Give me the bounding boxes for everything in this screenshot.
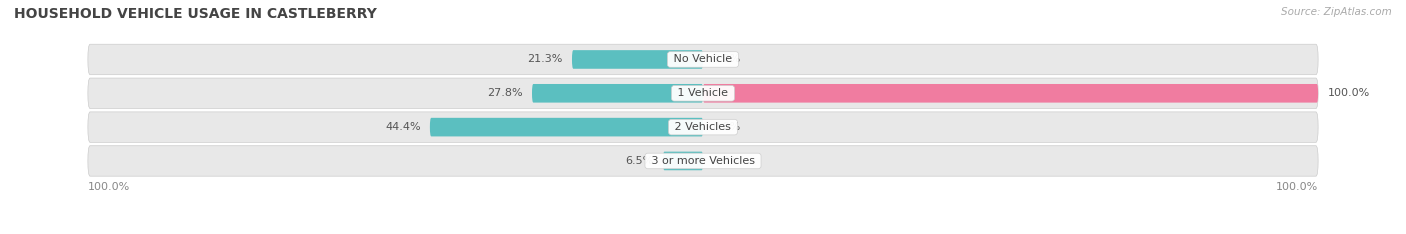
Text: 100.0%: 100.0% <box>1327 88 1369 98</box>
Text: No Vehicle: No Vehicle <box>671 55 735 64</box>
Text: 21.3%: 21.3% <box>527 55 562 64</box>
Legend: Owner-occupied, Renter-occupied: Owner-occupied, Renter-occupied <box>583 231 823 234</box>
FancyBboxPatch shape <box>572 50 703 69</box>
FancyBboxPatch shape <box>87 146 1319 176</box>
FancyBboxPatch shape <box>87 112 1319 142</box>
Text: 27.8%: 27.8% <box>486 88 523 98</box>
Text: 0.0%: 0.0% <box>713 55 741 64</box>
Text: 100.0%: 100.0% <box>87 182 131 192</box>
Text: 2 Vehicles: 2 Vehicles <box>671 122 735 132</box>
FancyBboxPatch shape <box>531 84 703 102</box>
Text: 0.0%: 0.0% <box>713 156 741 166</box>
Text: Source: ZipAtlas.com: Source: ZipAtlas.com <box>1281 7 1392 17</box>
Text: 3 or more Vehicles: 3 or more Vehicles <box>648 156 758 166</box>
FancyBboxPatch shape <box>87 44 1319 75</box>
Text: 44.4%: 44.4% <box>385 122 420 132</box>
Text: HOUSEHOLD VEHICLE USAGE IN CASTLEBERRY: HOUSEHOLD VEHICLE USAGE IN CASTLEBERRY <box>14 7 377 21</box>
Text: 1 Vehicle: 1 Vehicle <box>675 88 731 98</box>
Text: 6.5%: 6.5% <box>626 156 654 166</box>
FancyBboxPatch shape <box>664 152 703 170</box>
Text: 100.0%: 100.0% <box>1275 182 1319 192</box>
FancyBboxPatch shape <box>430 118 703 136</box>
Text: 0.0%: 0.0% <box>713 122 741 132</box>
FancyBboxPatch shape <box>703 84 1319 102</box>
FancyBboxPatch shape <box>87 78 1319 109</box>
